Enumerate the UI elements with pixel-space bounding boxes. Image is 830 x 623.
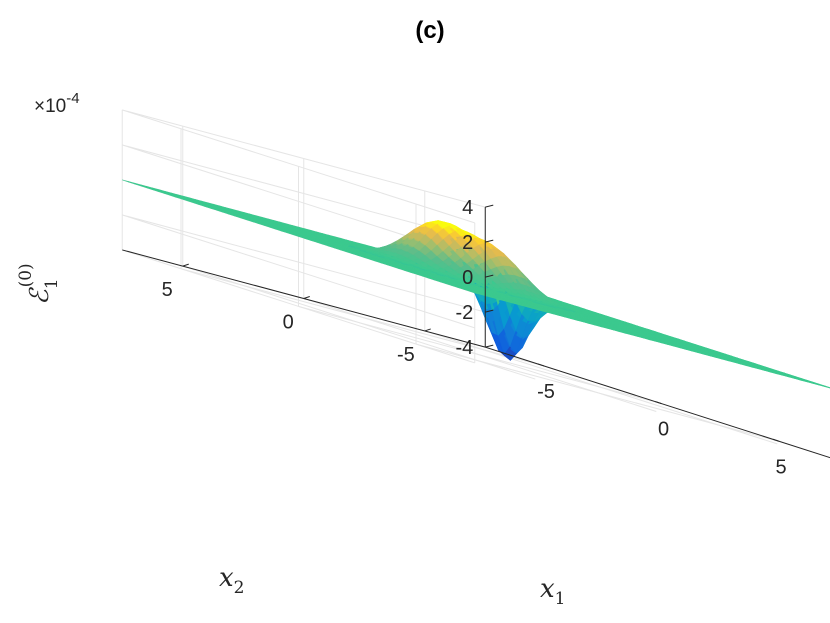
y-tick-label: 0: [283, 312, 294, 334]
z-tick-label: 4: [462, 197, 473, 219]
y-tick-label: -5: [397, 344, 415, 366]
z-axis-label-sub: 1: [42, 278, 62, 289]
x-axis-label-main: x: [540, 574, 555, 604]
surface-patch: [819, 384, 830, 389]
svg-text:×10-4: ×10-4: [34, 90, 80, 117]
z-axis-label-sup: (0): [16, 263, 36, 287]
z-multiplier-exponent: -4: [66, 90, 79, 107]
x-axis-label-sub: 1: [555, 589, 566, 609]
x-tick-label: -5: [537, 381, 555, 403]
svg-text:x1: x1: [540, 574, 566, 609]
x-tick-label: 0: [658, 419, 669, 441]
y-tick-label: 5: [162, 279, 173, 301]
z-multiplier: ×10-4: [34, 90, 80, 117]
z-tick-label: 2: [462, 232, 473, 254]
z-tick-label: -2: [455, 302, 473, 324]
x-axis-line: [485, 346, 830, 459]
x-axis-label: x1: [540, 574, 566, 609]
chart-title: (c): [415, 17, 444, 44]
grid-line-y-floor: [182, 265, 536, 380]
z-tick-label: -4: [455, 337, 473, 359]
y-axis-label-sub: 2: [234, 578, 245, 598]
y-tick-mark: [182, 263, 189, 267]
z-axis-label: ℰ1(0): [16, 263, 62, 305]
y-axis-label-main: x: [219, 563, 234, 593]
y-tick-mark: [424, 328, 431, 332]
z-tick-mark: [485, 204, 494, 208]
grid-line-y-floor: [303, 298, 657, 412]
grid-line-y-floor: [424, 330, 778, 445]
z-tick-label: 0: [462, 267, 473, 289]
surface-layer: [122, 179, 830, 389]
z-tick-mark: [485, 344, 494, 348]
svg-text:ℰ1(0): ℰ1(0): [16, 263, 62, 305]
y-axis-label: x2: [219, 563, 245, 598]
z-multiplier-prefix: ×10: [34, 96, 66, 117]
svg-text:x2: x2: [219, 563, 245, 598]
y-tick-mark: [303, 296, 310, 299]
x-tick-label: 5: [775, 456, 786, 478]
